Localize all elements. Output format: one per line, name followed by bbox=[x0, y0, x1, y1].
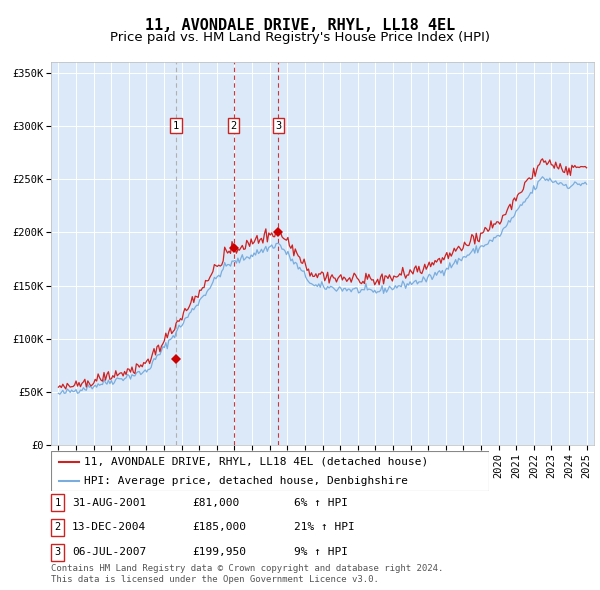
Text: 3: 3 bbox=[55, 548, 61, 557]
Text: HPI: Average price, detached house, Denbighshire: HPI: Average price, detached house, Denb… bbox=[84, 476, 408, 486]
Text: 3: 3 bbox=[275, 121, 281, 131]
Text: 1: 1 bbox=[55, 498, 61, 507]
Text: This data is licensed under the Open Government Licence v3.0.: This data is licensed under the Open Gov… bbox=[51, 575, 379, 584]
Text: £81,000: £81,000 bbox=[192, 498, 239, 507]
Text: 9% ↑ HPI: 9% ↑ HPI bbox=[294, 548, 348, 557]
Text: 6% ↑ HPI: 6% ↑ HPI bbox=[294, 498, 348, 507]
Text: 21% ↑ HPI: 21% ↑ HPI bbox=[294, 523, 355, 532]
Text: Price paid vs. HM Land Registry's House Price Index (HPI): Price paid vs. HM Land Registry's House … bbox=[110, 31, 490, 44]
Text: £185,000: £185,000 bbox=[192, 523, 246, 532]
Text: 31-AUG-2001: 31-AUG-2001 bbox=[72, 498, 146, 507]
Text: 06-JUL-2007: 06-JUL-2007 bbox=[72, 548, 146, 557]
Text: 2: 2 bbox=[55, 523, 61, 532]
Text: 13-DEC-2004: 13-DEC-2004 bbox=[72, 523, 146, 532]
Text: £199,950: £199,950 bbox=[192, 548, 246, 557]
Text: Contains HM Land Registry data © Crown copyright and database right 2024.: Contains HM Land Registry data © Crown c… bbox=[51, 565, 443, 573]
Text: 2: 2 bbox=[230, 121, 237, 131]
Text: 11, AVONDALE DRIVE, RHYL, LL18 4EL (detached house): 11, AVONDALE DRIVE, RHYL, LL18 4EL (deta… bbox=[84, 457, 428, 467]
Text: 1: 1 bbox=[173, 121, 179, 131]
Text: 11, AVONDALE DRIVE, RHYL, LL18 4EL: 11, AVONDALE DRIVE, RHYL, LL18 4EL bbox=[145, 18, 455, 32]
